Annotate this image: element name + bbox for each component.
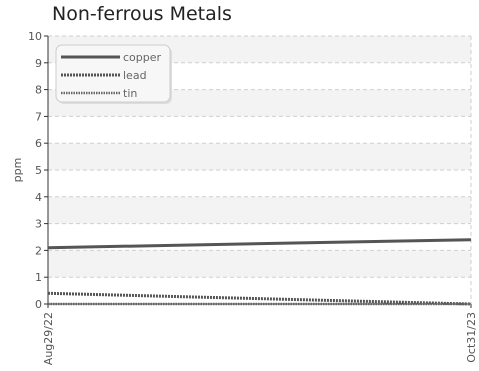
x-tick-labels: Aug29/22 Oct31/23: [42, 312, 478, 365]
y-axis-label: ppm: [11, 158, 24, 183]
y-tick-label: 9: [35, 57, 42, 70]
y-tick-label: 7: [35, 110, 42, 123]
legend-label-lead: lead: [123, 69, 147, 82]
plot-band: [48, 196, 471, 224]
y-tick-labels: 0 1 2 3 4 5 6 7 8 9 10: [28, 30, 42, 311]
y-tick-label: 4: [35, 191, 42, 204]
legend: copper lead tin: [55, 44, 172, 104]
x-tick-label: Aug29/22: [42, 312, 55, 365]
y-tick-label: 2: [35, 244, 42, 257]
y-tick-label: 0: [35, 298, 42, 311]
y-tick-label: 3: [35, 218, 42, 231]
series-line-lead: [47, 291, 472, 306]
plot-band: [48, 143, 471, 170]
y-tick-label: 1: [35, 271, 42, 284]
y-tick-label: 5: [35, 164, 42, 177]
y-tick-label: 10: [28, 30, 42, 43]
series-lines: [47, 238, 472, 306]
series-line-copper: [47, 238, 472, 250]
chart-title: Non-ferrous Metals: [52, 3, 232, 25]
legend-label-copper: copper: [123, 51, 162, 64]
legend-label-tin: tin: [123, 87, 137, 100]
gridlines: [47, 35, 472, 304]
plot-band: [48, 250, 471, 278]
y-tick-label: 6: [35, 137, 42, 150]
y-tick-label: 8: [35, 84, 42, 97]
x-tick-label: Oct31/23: [465, 312, 478, 363]
